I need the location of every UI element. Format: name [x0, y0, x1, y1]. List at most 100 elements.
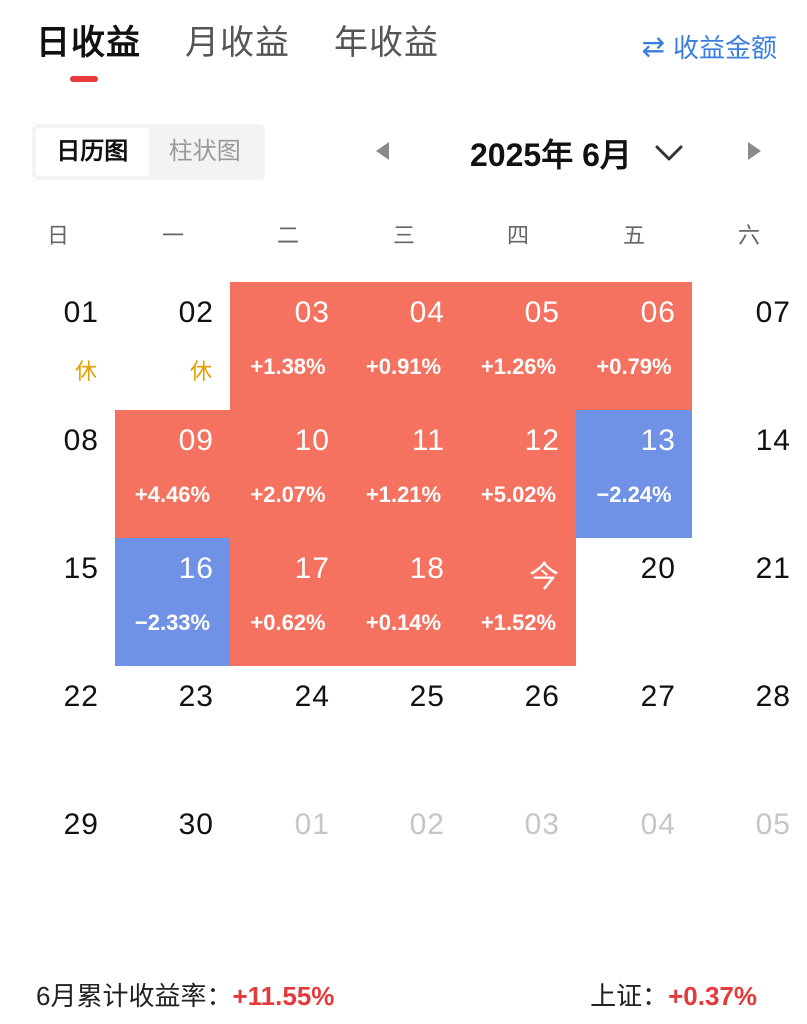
day-number: 01 [294, 808, 330, 841]
day-number: 03 [294, 296, 330, 329]
calendar-day-cell[interactable]: 27 [576, 666, 692, 794]
calendar-day-cell[interactable]: 01 [230, 794, 346, 922]
day-number: 02 [409, 808, 445, 841]
day-return-percent: +0.79% [596, 354, 672, 379]
calendar-day-cell[interactable]: 04 +0.91% [346, 282, 461, 410]
calendar-day-cell[interactable]: 05 [692, 794, 807, 922]
day-number: 11 [411, 424, 445, 457]
day-number: 17 [294, 552, 330, 585]
calendar-day-cell[interactable]: 06 +0.79% [576, 282, 692, 410]
calendar-day-cell[interactable]: 28 [692, 666, 807, 794]
calendar-day-cell[interactable]: 11 +1.21% [346, 410, 461, 538]
tab-yearly-return[interactable]: 年收益 [334, 20, 439, 70]
calendar-day-cell[interactable]: 30 [115, 794, 230, 922]
calendar-day-cell[interactable]: 24 [230, 666, 346, 794]
weekday-label: 四 [506, 223, 529, 248]
summary-footer: 6月累计收益率：+11.55% 上证：+0.37% [36, 976, 757, 1013]
day-number: 07 [755, 296, 791, 329]
calendar-day-cell[interactable]: 13 −2.24% [576, 410, 692, 538]
day-number: 05 [755, 808, 791, 841]
day-number: 29 [63, 808, 99, 841]
calendar-day-cell[interactable]: 03 [461, 794, 576, 922]
calendar-day-cell[interactable]: 08 [0, 410, 115, 538]
calendar-day-cell[interactable]: 29 [0, 794, 115, 922]
period-tabs: 日收益 月收益 年收益 [36, 20, 439, 82]
calendar-day-cell[interactable]: 04 [576, 794, 692, 922]
day-number: 23 [178, 680, 214, 713]
day-number: 16 [178, 552, 214, 585]
calendar-day-cell[interactable]: 12 +5.02% [461, 410, 576, 538]
day-number: 26 [524, 680, 560, 713]
index-return-label: 上证： [590, 981, 669, 1011]
day-number: 25 [409, 680, 445, 713]
calendar-day-cell[interactable]: 02 休 [115, 282, 230, 410]
day-return-percent: +0.14% [365, 610, 442, 635]
day-number: 27 [640, 680, 676, 713]
cumulative-return: 6月累计收益率：+11.55% [36, 976, 334, 1013]
calendar-view-button[interactable]: 日历图 [36, 128, 149, 176]
tab-monthly-return[interactable]: 月收益 [185, 20, 290, 70]
day-number: 09 [178, 424, 214, 457]
weekday-label: 一 [161, 223, 184, 248]
day-return-percent: +1.21% [365, 482, 442, 507]
calendar-day-cell[interactable]: 23 [115, 666, 230, 794]
calendar-day-cell[interactable]: 今 +1.52% [461, 538, 576, 666]
tab-daily-return[interactable]: 日收益 [36, 20, 141, 82]
previous-month-button[interactable] [370, 137, 394, 165]
day-number: 04 [640, 808, 676, 841]
switch-label: 收益金额 [672, 33, 777, 63]
day-number: 30 [178, 808, 214, 841]
day-number: 28 [755, 680, 791, 713]
month-selector[interactable]: 2025年 6月 [470, 130, 684, 176]
day-return-percent: +5.02% [480, 482, 557, 507]
chevron-down-icon [655, 145, 683, 161]
calendar-day-cell[interactable]: 14 [692, 410, 807, 538]
day-number: 15 [63, 552, 99, 585]
day-number: 今 [529, 561, 560, 594]
holiday-badge: 休 [189, 359, 212, 384]
calendar-day-cell[interactable]: 22 [0, 666, 115, 794]
day-number: 18 [409, 552, 445, 585]
calendar-day-cell[interactable]: 18 +0.14% [346, 538, 461, 666]
calendar-day-cell[interactable]: 26 [461, 666, 576, 794]
day-number: 10 [294, 424, 330, 457]
calendar-day-cell[interactable]: 20 [576, 538, 692, 666]
day-return-percent: +1.26% [480, 354, 557, 379]
calendar-day-cell[interactable]: 25 [346, 666, 461, 794]
day-number: 04 [409, 296, 445, 329]
bar-chart-view-button[interactable]: 柱状图 [168, 138, 241, 165]
day-return-percent: +0.91% [365, 354, 442, 379]
day-number: 08 [63, 424, 99, 457]
cumulative-return-value: +11.55% [232, 981, 335, 1011]
tab-yearly-label: 年收益 [334, 24, 439, 62]
weekday-label: 六 [737, 223, 760, 248]
calendar-day-cell[interactable]: 09 +4.46% [115, 410, 230, 538]
day-number: 24 [294, 680, 330, 713]
calendar-day-cell[interactable]: 16 −2.33% [115, 538, 230, 666]
day-number: 01 [63, 296, 99, 329]
switch-to-amount-button[interactable]: ⇄ 收益金额 [642, 28, 777, 65]
weekday-label: 三 [392, 223, 415, 248]
calendar-day-cell[interactable]: 07 [692, 282, 807, 410]
calendar-day-cell[interactable]: 10 +2.07% [230, 410, 346, 538]
day-number: 06 [640, 296, 676, 329]
calendar-grid: 01 休 02 休 03 +1.38% 04 +0.91% 05 +1.26% 06 +0.79% 07… [0, 282, 807, 922]
weekday-label: 二 [276, 223, 299, 248]
calendar-day-cell[interactable]: 05 +1.26% [461, 282, 576, 410]
calendar-day-cell[interactable]: 15 [0, 538, 115, 666]
next-month-button[interactable] [742, 137, 766, 165]
day-number: 13 [640, 424, 676, 457]
active-tab-indicator [70, 76, 98, 82]
calendar-day-cell[interactable]: 03 +1.38% [230, 282, 346, 410]
calendar-day-cell[interactable]: 02 [346, 794, 461, 922]
calendar-day-cell[interactable]: 01 休 [0, 282, 115, 410]
cumulative-return-label: 6月累计收益率： [36, 981, 233, 1011]
day-number: 20 [640, 552, 676, 585]
swap-icon: ⇄ [641, 30, 665, 62]
day-return-percent: −2.24% [596, 482, 672, 507]
tab-daily-label: 日收益 [36, 24, 141, 62]
view-toggle: 日历图 柱状图 [32, 124, 265, 180]
calendar-day-cell[interactable]: 21 [692, 538, 807, 666]
holiday-badge: 休 [74, 359, 97, 384]
calendar-day-cell[interactable]: 17 +0.62% [230, 538, 346, 666]
